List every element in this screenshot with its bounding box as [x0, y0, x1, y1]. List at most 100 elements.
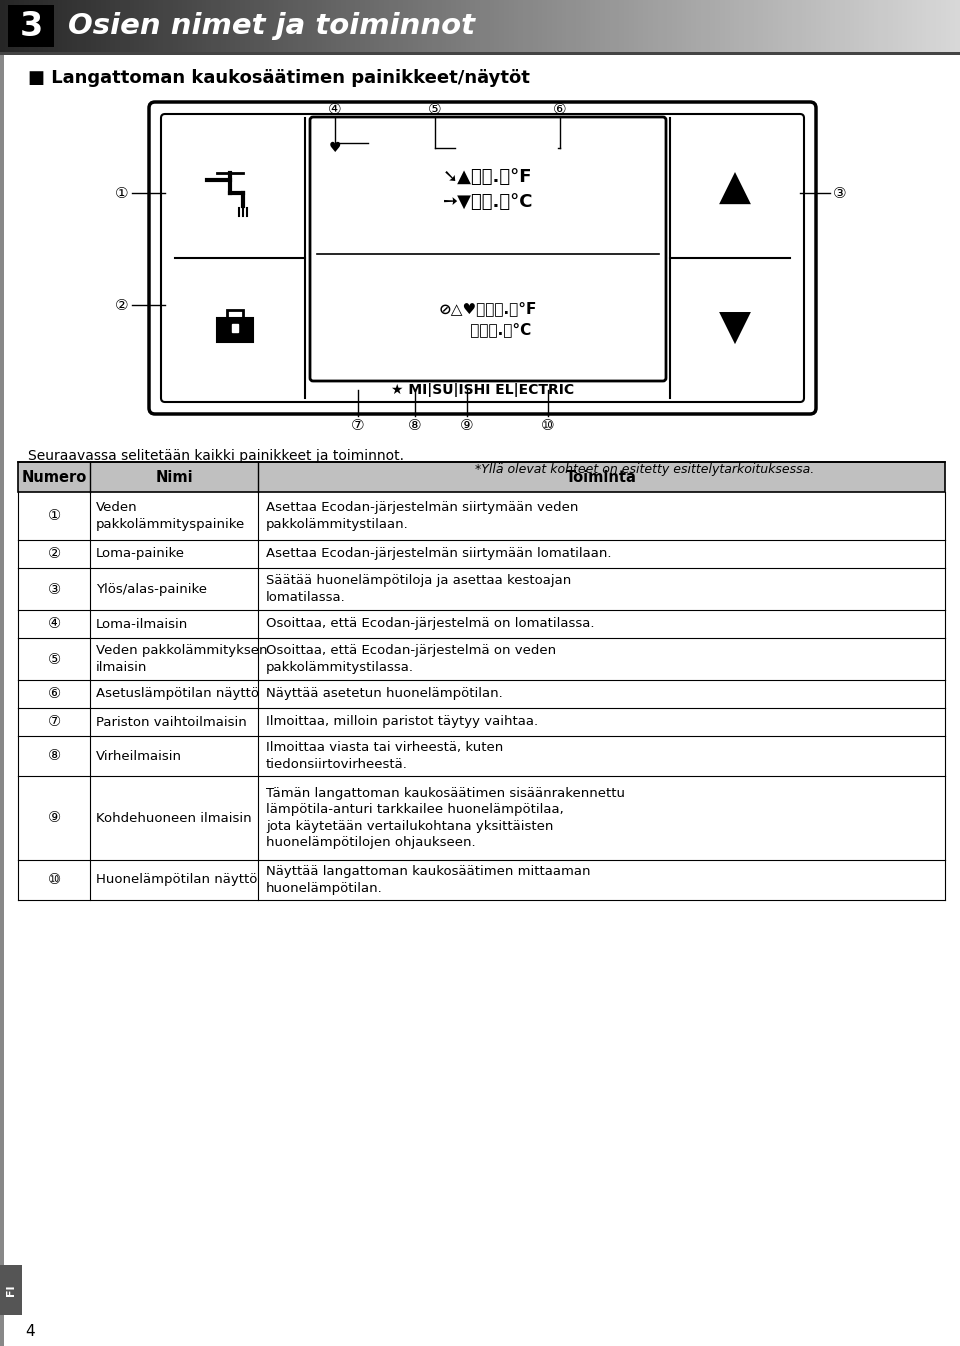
Text: Seuraavassa selitetään kaikki painikkeet ja toiminnot.: Seuraavassa selitetään kaikki painikkeet…: [28, 450, 404, 463]
Text: Näyttää langattoman kaukosäätimen mittaaman
huonelämpötilan.: Näyttää langattoman kaukosäätimen mittaa…: [266, 865, 590, 895]
Text: Nimi: Nimi: [156, 470, 193, 485]
Bar: [926, 0, 932, 52]
Bar: [706, 0, 711, 52]
Bar: [34, 0, 39, 52]
Text: ⑩: ⑩: [541, 417, 555, 432]
Bar: [163, 0, 169, 52]
Bar: [821, 0, 827, 52]
Text: ⑧: ⑧: [408, 417, 421, 432]
Bar: [936, 0, 942, 52]
Bar: [232, 324, 238, 332]
Bar: [106, 0, 111, 52]
Bar: [0, 55, 4, 1346]
Bar: [110, 0, 116, 52]
FancyBboxPatch shape: [149, 102, 816, 415]
Bar: [898, 0, 903, 52]
Bar: [730, 0, 735, 52]
Bar: [461, 0, 467, 52]
Bar: [312, 0, 318, 52]
Bar: [0, 0, 6, 52]
Bar: [398, 0, 404, 52]
Text: 4: 4: [25, 1324, 35, 1339]
Bar: [211, 0, 217, 52]
FancyBboxPatch shape: [310, 117, 666, 381]
Bar: [547, 0, 553, 52]
Bar: [710, 0, 716, 52]
Bar: [802, 0, 807, 52]
Bar: [283, 0, 289, 52]
Bar: [744, 0, 750, 52]
Bar: [806, 0, 812, 52]
Bar: [182, 0, 188, 52]
Bar: [456, 0, 462, 52]
Bar: [725, 0, 731, 52]
Text: ⑨: ⑨: [460, 417, 474, 432]
Bar: [240, 0, 246, 52]
Bar: [254, 0, 260, 52]
Bar: [18, 568, 945, 610]
Bar: [38, 0, 44, 52]
Bar: [82, 0, 87, 52]
Bar: [672, 0, 678, 52]
Bar: [782, 0, 788, 52]
Bar: [893, 0, 899, 52]
Bar: [226, 0, 231, 52]
Bar: [586, 0, 591, 52]
Bar: [302, 0, 308, 52]
Bar: [816, 0, 822, 52]
Bar: [576, 0, 582, 52]
Text: ⑤: ⑤: [428, 102, 442, 117]
Bar: [227, 310, 243, 318]
Bar: [466, 0, 471, 52]
Bar: [18, 493, 945, 540]
Bar: [451, 0, 457, 52]
Bar: [230, 0, 236, 52]
Bar: [869, 0, 875, 52]
Bar: [221, 0, 227, 52]
Bar: [192, 0, 198, 52]
Bar: [293, 0, 299, 52]
Bar: [792, 0, 798, 52]
Bar: [8, 5, 54, 47]
Bar: [217, 318, 253, 342]
Bar: [374, 0, 380, 52]
Text: ⑧: ⑧: [47, 748, 60, 763]
Bar: [845, 0, 851, 52]
Bar: [14, 0, 20, 52]
Bar: [120, 0, 126, 52]
Bar: [955, 0, 960, 52]
Bar: [562, 0, 567, 52]
Text: Ylös/alas-painike: Ylös/alas-painike: [96, 583, 207, 595]
Bar: [490, 0, 495, 52]
Bar: [902, 0, 908, 52]
Bar: [288, 0, 294, 52]
Bar: [499, 0, 505, 52]
Text: ②: ②: [47, 546, 60, 561]
Bar: [931, 0, 937, 52]
Bar: [96, 0, 102, 52]
Bar: [18, 540, 945, 568]
Bar: [538, 0, 543, 52]
Text: ⑥: ⑥: [553, 102, 566, 117]
Bar: [922, 0, 927, 52]
Bar: [917, 0, 923, 52]
Text: ★ MI|SU|ISHI EL|ECTRIC: ★ MI|SU|ISHI EL|ECTRIC: [391, 384, 574, 397]
Bar: [946, 0, 951, 52]
Bar: [178, 0, 183, 52]
Text: ⑦: ⑦: [47, 715, 60, 730]
Text: ⑤: ⑤: [47, 651, 60, 666]
Bar: [307, 0, 313, 52]
Bar: [0, 1265, 22, 1315]
Bar: [422, 0, 428, 52]
Text: ⑩: ⑩: [47, 872, 60, 887]
Bar: [389, 0, 395, 52]
Text: ■ Langattoman kaukosäätimen painikkeet/näytöt: ■ Langattoman kaukosäätimen painikkeet/n…: [28, 69, 530, 87]
Bar: [734, 0, 740, 52]
Bar: [840, 0, 846, 52]
Bar: [149, 0, 155, 52]
Bar: [298, 0, 303, 52]
Bar: [888, 0, 894, 52]
Bar: [566, 0, 572, 52]
Bar: [754, 0, 759, 52]
Bar: [941, 0, 947, 52]
